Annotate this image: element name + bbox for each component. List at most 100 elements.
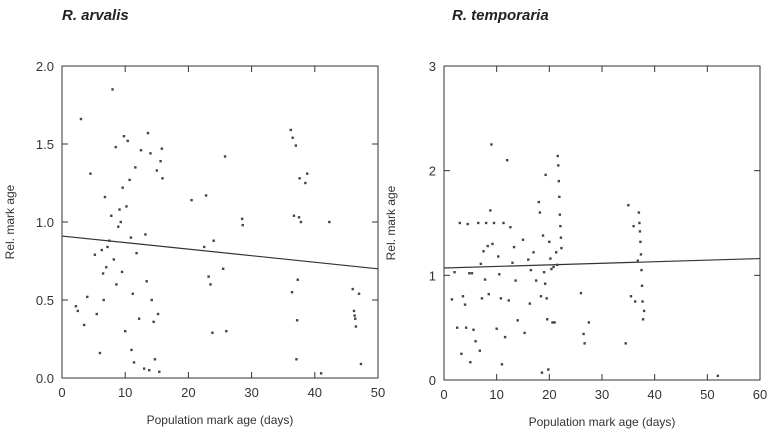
- data-point: [499, 297, 503, 300]
- data-point: [291, 136, 294, 139]
- data-point: [558, 195, 561, 199]
- data-point: [158, 370, 161, 373]
- data-point: [149, 152, 152, 155]
- data-point: [461, 295, 465, 298]
- data-point: [152, 320, 155, 324]
- data-point: [484, 221, 488, 225]
- data-point: [548, 240, 551, 244]
- data-point: [539, 295, 543, 298]
- data-point: [100, 248, 104, 252]
- x-tick-label: 30: [595, 387, 609, 402]
- data-point: [491, 242, 494, 246]
- data-point: [528, 302, 532, 305]
- y-tick-label: 0.0: [36, 371, 54, 386]
- data-point: [102, 298, 105, 302]
- x-axis-label: Population mark age (days): [529, 415, 676, 429]
- data-point: [543, 282, 547, 285]
- data-point: [212, 239, 215, 242]
- data-point: [161, 177, 164, 180]
- data-point: [716, 374, 720, 378]
- data-point: [122, 135, 126, 138]
- data-point: [299, 220, 303, 224]
- data-point: [108, 239, 111, 242]
- data-point: [353, 314, 356, 317]
- data-point: [295, 358, 298, 361]
- data-point: [160, 147, 164, 150]
- x-tick-label: 50: [700, 387, 714, 402]
- data-point: [357, 292, 361, 295]
- data-point: [79, 117, 83, 121]
- data-point: [514, 279, 517, 282]
- data-point: [354, 325, 358, 328]
- regression-line: [61, 235, 379, 270]
- data-point: [521, 238, 525, 241]
- data-point: [298, 177, 301, 180]
- data-point: [306, 172, 309, 175]
- data-point: [538, 211, 542, 214]
- data-point: [294, 144, 298, 147]
- data-point: [455, 326, 459, 329]
- data-point: [153, 358, 157, 361]
- data-point: [498, 273, 501, 276]
- x-tick-label: 40: [308, 385, 322, 400]
- data-point: [523, 331, 526, 335]
- data-point: [559, 224, 562, 228]
- data-point: [135, 252, 138, 255]
- data-point: [159, 159, 162, 163]
- data-point: [557, 164, 560, 167]
- data-point: [134, 166, 137, 169]
- chart-title: R. arvalis: [62, 7, 129, 24]
- data-point: [534, 279, 538, 282]
- data-point: [466, 222, 469, 226]
- data-point: [114, 145, 117, 149]
- data-point: [131, 292, 134, 295]
- data-point: [500, 363, 504, 366]
- data-point: [558, 213, 562, 216]
- data-point: [511, 261, 514, 264]
- data-point: [638, 221, 641, 225]
- data-point: [144, 233, 147, 236]
- y-tick-label: 2: [429, 164, 436, 179]
- data-point: [544, 173, 547, 177]
- data-point: [640, 284, 644, 287]
- data-point: [463, 303, 467, 306]
- data-point: [579, 291, 583, 295]
- data-point: [105, 266, 108, 269]
- data-point: [489, 209, 492, 212]
- y-tick-label: 0: [429, 373, 436, 388]
- y-tick-label: 2.0: [36, 59, 54, 74]
- data-point: [640, 268, 643, 272]
- data-point: [483, 278, 487, 281]
- data-point: [541, 234, 545, 237]
- data-point: [204, 194, 208, 197]
- data-point: [292, 214, 296, 217]
- data-point: [556, 263, 559, 267]
- data-point: [509, 225, 512, 229]
- data-point: [507, 299, 510, 302]
- chart-title: R. temporaria: [452, 7, 549, 24]
- x-tick-label: 40: [647, 387, 661, 402]
- data-point: [553, 321, 556, 324]
- data-point: [132, 361, 136, 364]
- y-axis-label: Rel. mark age: [3, 184, 17, 259]
- data-point: [537, 200, 540, 204]
- data-point: [502, 221, 505, 225]
- data-point: [112, 258, 116, 261]
- data-point: [556, 154, 559, 158]
- data-point: [480, 297, 484, 300]
- data-point: [304, 181, 307, 185]
- data-point: [328, 220, 331, 224]
- plot-frame: [61, 65, 379, 379]
- data-point: [542, 270, 546, 274]
- data-point: [223, 155, 227, 158]
- y-tick-label: 1.5: [36, 137, 54, 152]
- y-axis-label: Rel. mark age: [384, 185, 398, 260]
- data-point: [639, 253, 643, 256]
- x-tick-label: 10: [489, 387, 503, 402]
- data-point: [124, 330, 127, 333]
- x-tick-label: 10: [118, 385, 132, 400]
- x-tick-label: 20: [542, 387, 556, 402]
- data-point: [354, 317, 357, 320]
- data-point: [95, 312, 98, 316]
